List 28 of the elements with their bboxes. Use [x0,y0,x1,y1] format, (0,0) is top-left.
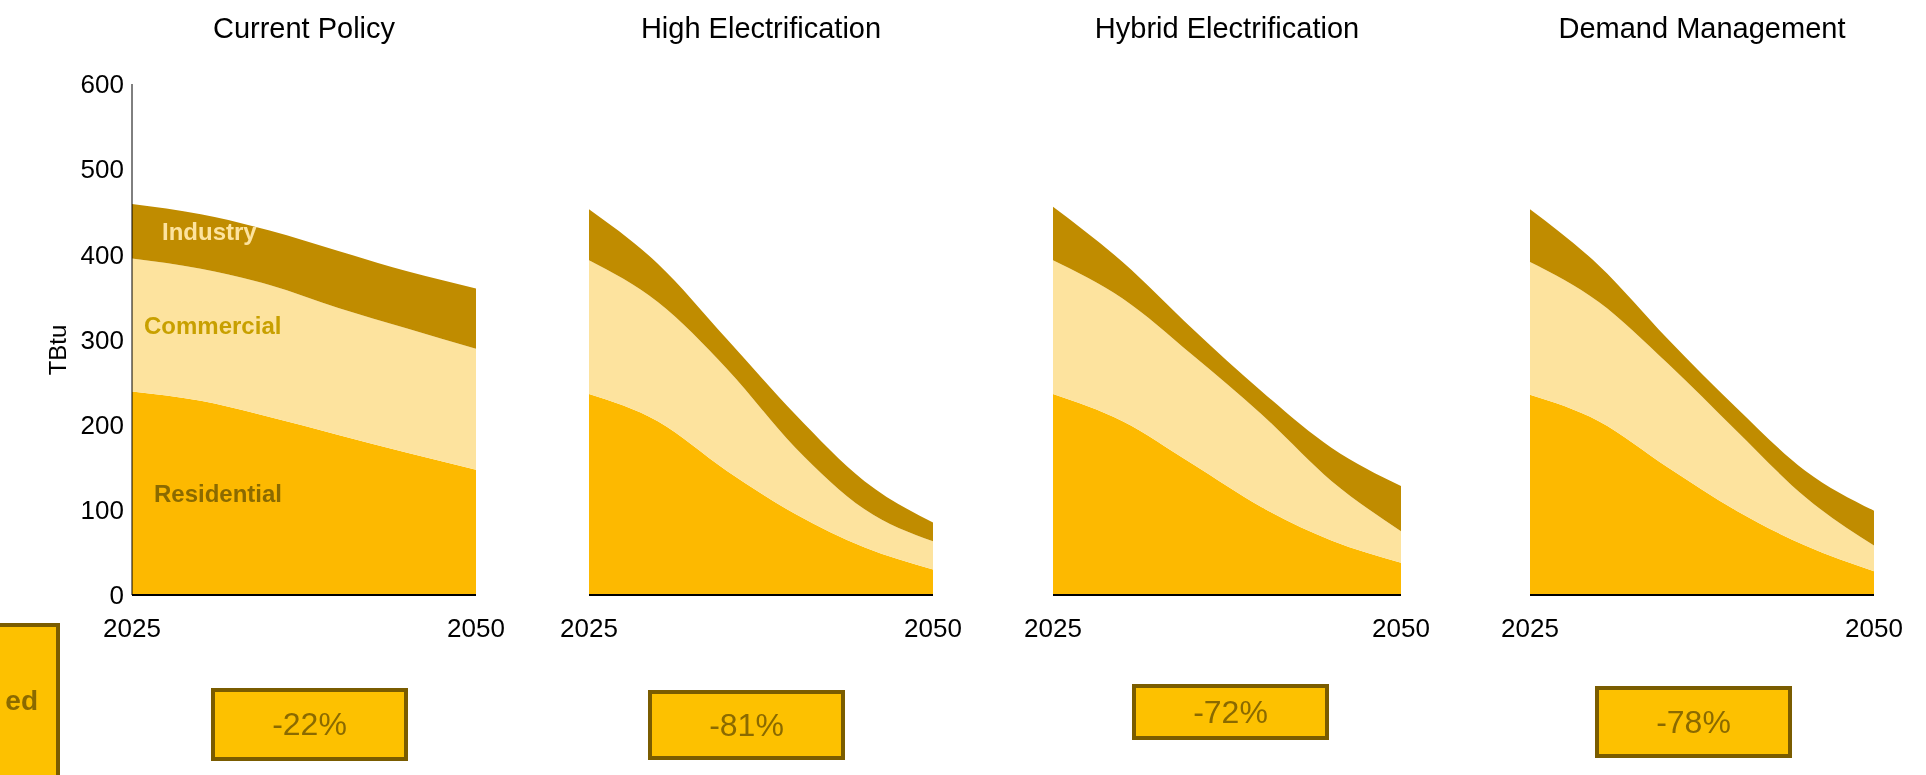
y-tick-label: 300 [80,324,124,355]
x-tick-label: 2050 [447,613,505,644]
callout-box: -72% [1132,684,1329,740]
x-tick-label: 2050 [1372,613,1430,644]
chart-title: High Electrification [639,12,883,45]
callout-box: -22% [211,688,408,761]
x-tick-label: 2050 [1845,613,1903,644]
y-tick-label: 200 [80,409,124,440]
y-tick-label: 400 [80,239,124,270]
chart-title: Current Policy [211,12,397,45]
y-tick-label: 100 [80,495,124,526]
chart-title: Hybrid Electrification [1093,12,1361,45]
series-label: Industry [162,217,258,245]
x-tick-label: 2025 [103,613,161,644]
series-label: Commercial [144,311,282,339]
y-tick-label: 600 [80,69,124,100]
x-tick-label: 2025 [1024,613,1082,644]
callout-box: -78% [1595,686,1792,758]
callout-box: ed [0,623,60,775]
y-tick-label: 500 [80,154,124,185]
y-tick-label: 0 [109,580,124,611]
x-tick-label: 2025 [560,613,618,644]
callout-box: -81% [648,690,845,760]
x-tick-label: 2050 [904,613,962,644]
series-label: Residential [154,479,283,507]
chart-title: Demand Management [1557,12,1847,45]
y-axis-title: TBtu [43,323,72,378]
x-tick-label: 2025 [1501,613,1559,644]
